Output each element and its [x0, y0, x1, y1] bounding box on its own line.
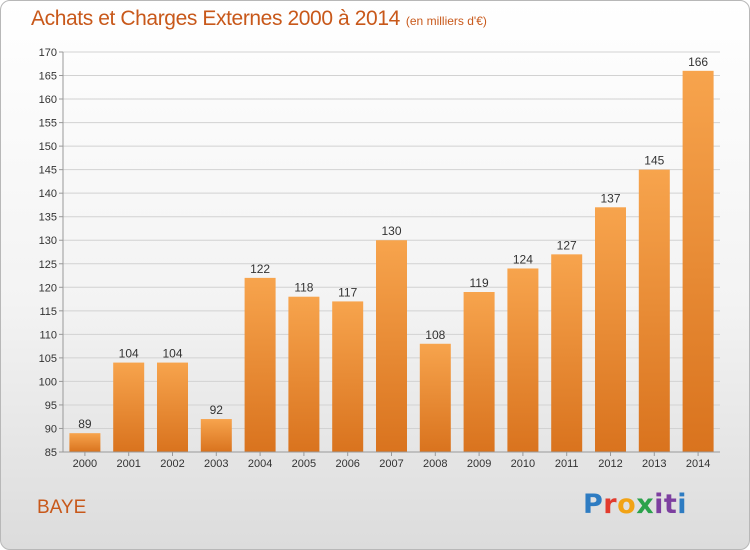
bar-value-label: 108 — [425, 328, 445, 342]
y-tick-label: 160 — [39, 94, 57, 106]
bar-value-label: 130 — [381, 224, 401, 238]
bar-value-label: 137 — [600, 191, 620, 205]
y-axis: 85 90 95 100 105 110 115 120 125 130 135 140 145 150 1… — [39, 47, 64, 459]
y-tick-label: 130 — [39, 235, 57, 247]
x-tick-label: 2007 — [379, 458, 403, 470]
bar — [69, 433, 101, 452]
bar-value-label: 166 — [688, 55, 708, 69]
x-tick-label: 2002 — [160, 458, 184, 470]
bar — [244, 277, 276, 452]
bar — [507, 268, 539, 452]
x-tick-label: 2005 — [292, 458, 316, 470]
x-axis: 2000 2001 2002 2003 2004 2005 2006 2007 2008 2009… — [63, 451, 720, 470]
bar-value-label: 104 — [162, 347, 182, 361]
x-tick-label: 2000 — [73, 458, 97, 470]
bar-value-label: 118 — [294, 281, 313, 295]
logo-letter: i — [654, 489, 664, 520]
y-tick-label: 90 — [45, 423, 57, 435]
x-tick-label: 2008 — [423, 458, 447, 470]
y-tick-label: 85 — [45, 447, 57, 459]
x-tick-label: 2004 — [248, 458, 272, 470]
y-tick-label: 110 — [39, 329, 57, 341]
x-tick-label: 2014 — [686, 458, 710, 470]
entity-name: BAYE — [37, 497, 87, 518]
bar — [595, 207, 626, 452]
bar-value-label: 127 — [557, 238, 577, 252]
x-tick-label: 2009 — [467, 458, 491, 470]
bar — [419, 343, 451, 452]
x-tick-label: 2013 — [642, 458, 666, 470]
bar — [682, 70, 714, 452]
y-tick-label: 115 — [39, 306, 57, 318]
y-tick-label: 95 — [45, 400, 57, 412]
bar — [332, 301, 364, 452]
logo-letter: x — [636, 489, 655, 520]
logo-letter: o — [617, 489, 637, 520]
proxiti-logo: Proxiti — [583, 489, 687, 520]
logo-letter: t — [663, 489, 678, 520]
x-tick-label: 2001 — [116, 458, 140, 470]
y-tick-label: 120 — [39, 282, 57, 294]
y-tick-label: 165 — [39, 71, 57, 83]
bar-value-label: 119 — [470, 276, 489, 290]
bar — [376, 240, 407, 452]
y-tick-label: 100 — [39, 376, 57, 388]
y-tick-label: 135 — [39, 212, 57, 224]
bar-value-label: 145 — [644, 154, 664, 168]
x-tick-label: 2011 — [555, 458, 579, 470]
x-tick-label: 2012 — [598, 458, 622, 470]
bar — [638, 169, 670, 452]
y-tick-label: 150 — [39, 141, 57, 153]
logo-letter: r — [603, 489, 618, 520]
y-tick-label: 170 — [39, 47, 57, 59]
bar-value-label: 104 — [119, 347, 139, 361]
x-tick-label: 2010 — [511, 458, 535, 470]
bar — [463, 292, 495, 452]
logo-letter: i — [677, 489, 688, 520]
bar-value-label: 89 — [78, 417, 92, 431]
y-tick-label: 105 — [39, 353, 57, 365]
y-tick-label: 155 — [39, 118, 57, 130]
y-tick-label: 125 — [39, 259, 57, 271]
bar — [157, 362, 188, 452]
chart-title: Achats et Charges Externes 2000 à 2014 (e… — [31, 7, 487, 31]
bar — [288, 296, 320, 452]
bar — [551, 254, 583, 452]
y-tick-label: 145 — [39, 165, 57, 177]
title-text: Achats et Charges Externes 2000 à 2014 — [31, 7, 400, 30]
bar — [113, 362, 145, 452]
bars: 89 104 104 92 122 118 117 130 108 119 124 127 137 145… — [69, 55, 714, 452]
x-tick-label: 2003 — [204, 458, 228, 470]
bar — [200, 419, 232, 452]
bar-value-label: 124 — [513, 252, 533, 266]
bar-value-label: 117 — [338, 285, 357, 299]
bar-value-label: 122 — [250, 262, 270, 276]
bar-value-label: 92 — [210, 403, 224, 417]
y-tick-label: 140 — [39, 188, 57, 200]
chart-subtitle: (en milliers d'€) — [405, 14, 487, 28]
x-tick-label: 2006 — [335, 458, 359, 470]
logo-letter: P — [583, 489, 604, 520]
